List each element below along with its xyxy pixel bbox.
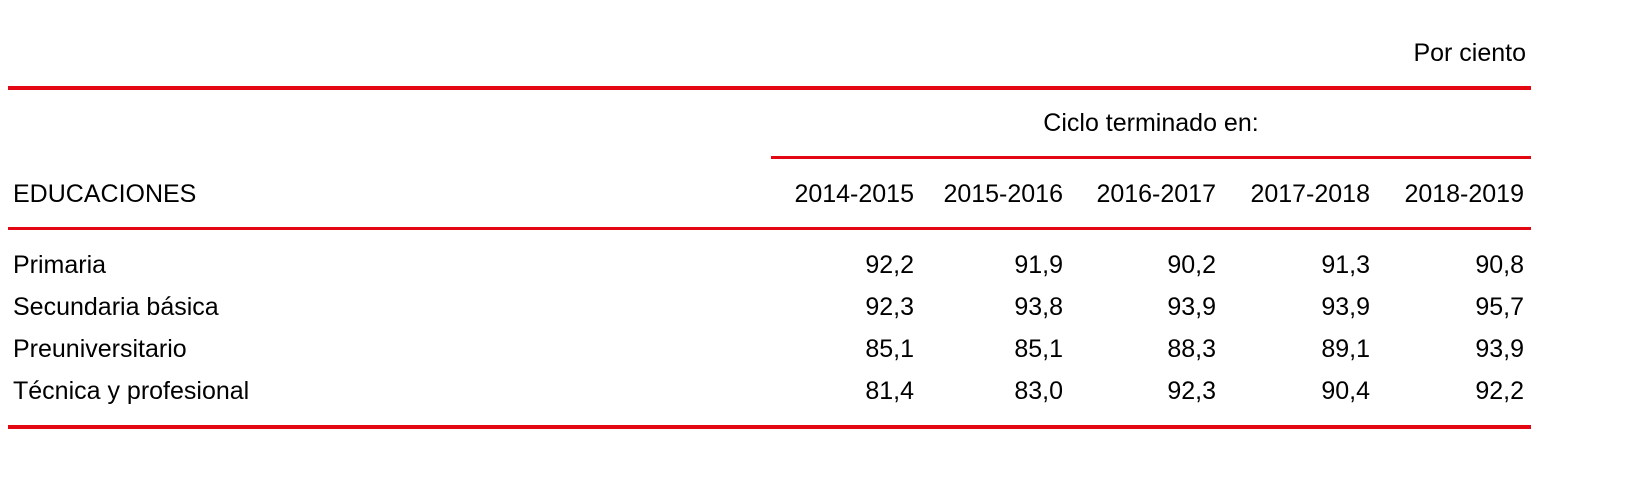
group-header: Ciclo terminado en: (1043, 109, 1259, 137)
table-cell: 95,7 (1475, 293, 1524, 321)
table-cell: 93,8 (1014, 293, 1063, 321)
row-label: Secundaria básica (13, 293, 219, 321)
row-label: Técnica y profesional (13, 377, 250, 405)
group-rule (771, 156, 1531, 159)
bottom-rule (8, 425, 1531, 429)
table-cell: 89,1 (1321, 335, 1370, 363)
table-cell: 93,9 (1167, 293, 1216, 321)
header-rule (8, 227, 1531, 230)
table-cell: 91,9 (1014, 251, 1063, 279)
row-label: Preuniversitario (13, 335, 187, 363)
column-header: 2017-2018 (1250, 180, 1370, 208)
table-cell: 81,4 (865, 377, 914, 405)
unit-note: Por ciento (1413, 39, 1526, 67)
table-cell: 93,9 (1475, 335, 1524, 363)
column-header: 2015-2016 (943, 180, 1063, 208)
table-cell: 92,2 (1475, 377, 1524, 405)
table-cell: 90,2 (1167, 251, 1216, 279)
column-header: 2016-2017 (1096, 180, 1216, 208)
column-header: 2018-2019 (1404, 180, 1524, 208)
table-cell: 92,3 (1167, 377, 1216, 405)
table-cell: 90,8 (1475, 251, 1524, 279)
table-cell: 93,9 (1321, 293, 1370, 321)
table-cell: 92,2 (865, 251, 914, 279)
row-label: Primaria (13, 251, 107, 279)
table-cell: 85,1 (865, 335, 914, 363)
row-header: EDUCACIONES (13, 180, 197, 208)
table-cell: 85,1 (1014, 335, 1063, 363)
column-header: 2014-2015 (794, 180, 914, 208)
table-cell: 88,3 (1167, 335, 1216, 363)
table-cell: 91,3 (1321, 251, 1370, 279)
top-rule (8, 86, 1531, 90)
table-cell: 92,3 (865, 293, 914, 321)
table-cell: 83,0 (1014, 377, 1063, 405)
table-cell: 90,4 (1321, 377, 1370, 405)
